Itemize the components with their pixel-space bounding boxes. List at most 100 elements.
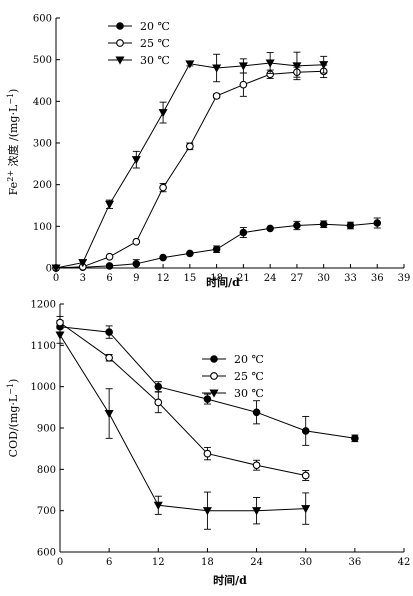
chart1-series-1-point: [239, 228, 248, 237]
chart1-x-tick-label: 33: [344, 273, 357, 284]
chart1-series-3-point: [292, 62, 302, 71]
chart2-y-tick-label: 600: [37, 548, 56, 559]
chart2-x-tick-label: 6: [106, 557, 112, 568]
chart1-x-tick-label: 30: [317, 273, 330, 284]
chart2-series-1-point: [301, 427, 310, 435]
chart2-series-2-point: [154, 398, 163, 407]
chart2-y-tick-label: 900: [37, 424, 56, 435]
chart1-y-label-part: 浓度 /(mg·L: [6, 104, 20, 170]
chart1-series-3-point: [185, 60, 195, 69]
chart2-series-1-point: [252, 408, 261, 417]
chart1-series-2-point: [132, 237, 141, 246]
chart1-series-3-point: [78, 259, 88, 268]
chart1-x-tick-label: 3: [80, 273, 86, 284]
chart1-series-3-point: [131, 156, 141, 165]
chart1-series-1-point: [346, 221, 355, 230]
chart1-series-2-point: [105, 252, 114, 261]
chart2-axes: [59, 304, 404, 553]
chart1-x-tick-label: 9: [133, 273, 139, 284]
chart1-y-label-part: −1: [6, 93, 15, 105]
chart1-ticks: 0 3 6 9 12 15 18 21 24 27 30 33 36 390100200300400500…: [33, 14, 410, 285]
chart1-y-label-part: ): [7, 89, 20, 93]
chart1-x-axis-label: 时间/d: [206, 275, 240, 289]
chart2-series-1-point: [105, 328, 113, 336]
chart2-legend-marker: [209, 389, 219, 398]
chart1-series-3-point: [105, 200, 115, 209]
chart1-y-tick-label: 300: [33, 139, 52, 150]
chart2-series-2-line: [59, 322, 306, 476]
chart1-series-1-point: [212, 245, 221, 254]
chart1-series-1-point: [132, 260, 141, 268]
cod-chart: 0 6 12 18 24 30 36 42 600 700 800 900 1000 1100 1200 2…: [6, 300, 411, 588]
chart2-y-tick-label: 1000: [31, 382, 56, 393]
chart1-series-1-point: [186, 249, 194, 258]
chart2-series-1-line: [59, 326, 355, 439]
chart1-x-tick-label: 6: [106, 273, 112, 284]
chart2-y-axis-label: COD/(mg·L−1): [6, 379, 20, 458]
chart1-series: [51, 51, 382, 273]
chart1-legend-label: 25 ℃: [140, 37, 170, 50]
chart2-y-tick-label: 800: [37, 465, 56, 476]
chart2-y-tick-label: 1200: [31, 300, 56, 311]
chart2-x-tick-label: 12: [152, 557, 165, 568]
chart2-legend-marker: [210, 355, 218, 363]
chart1-y-tick-label: 100: [33, 222, 52, 233]
chart2-series-2-point: [56, 318, 64, 327]
chart2-y-label-part: ): [7, 379, 20, 383]
chart1-x-tick-label: 0: [53, 273, 59, 284]
chart1-series-1-point: [266, 224, 274, 233]
chart1-series-1-point: [293, 221, 301, 230]
chart2-legend: 20 ℃ 25 ℃ 30 ℃: [202, 353, 264, 400]
chart1-x-tick-label: 18: [210, 273, 223, 284]
chart1-x-tick-label: 24: [264, 273, 277, 284]
chart1-series-3-point: [238, 62, 248, 71]
chart1-y-label-part: 2+: [6, 170, 15, 182]
chart2-legend-label: 20 ℃: [234, 353, 264, 366]
chart1-legend-marker: [115, 56, 125, 65]
chart1-series-2-line: [55, 70, 324, 269]
chart2-series-2-point: [203, 449, 212, 458]
chart1-series-2-point: [212, 92, 221, 100]
chart2-y-tick-label: 1100: [31, 341, 56, 352]
chart2-series-2-point: [252, 461, 261, 470]
chart2-legend-marker: [210, 372, 218, 380]
chart1-x-tick-label: 36: [371, 273, 384, 284]
chart1-legend: 20 ℃ 25 ℃ 30 ℃: [108, 20, 170, 67]
chart2-series-1-point: [203, 395, 212, 403]
chart2-x-axis-label: 时间/d: [213, 573, 247, 587]
chart1-y-label-part: Fe: [7, 182, 20, 196]
chart1-y-axis-label: Fe2+ 浓度 /(mg·L−1): [6, 89, 20, 196]
chart2-series-2-point: [105, 353, 113, 362]
chart1-legend-label: 30 ℃: [140, 54, 170, 67]
chart2-x-tick-label: 18: [201, 557, 214, 568]
chart2-x-tick-label: 36: [348, 557, 361, 568]
chart1-series-1-point: [105, 262, 114, 270]
chart2-x-tick-label: 42: [398, 557, 411, 568]
chart2-series-3-point: [202, 507, 212, 516]
chart1-x-tick-label: 21: [237, 273, 250, 284]
chart2-series-3-point: [104, 410, 114, 419]
chart1-y-tick-label: 500: [33, 55, 52, 66]
chart1-y-tick-label: 600: [33, 14, 52, 25]
chart1-y-tick-label: 0: [46, 264, 52, 275]
chart1-series-1-point: [159, 253, 167, 262]
chart2-series-3-line: [59, 334, 306, 512]
chart2-x-tick-label: 0: [57, 557, 63, 568]
chart1-series-2-point: [159, 183, 167, 192]
chart1-x-tick-label: 27: [291, 273, 304, 284]
chart2-series-1-point: [351, 434, 359, 443]
chart2-series-2-point: [301, 471, 310, 480]
chart2-legend-label: 25 ℃: [234, 370, 264, 383]
chart1-x-tick-label: 12: [157, 273, 170, 284]
chart1-legend-marker: [116, 22, 124, 30]
chart1-series-2-point: [239, 80, 248, 89]
chart1-series-2-point: [185, 142, 194, 151]
chart1-y-tick-label: 400: [33, 97, 52, 108]
chart1-y-tick-label: 200: [33, 180, 52, 191]
chart1-legend-marker: [116, 39, 124, 47]
chart2-series: [55, 315, 359, 530]
chart1-series-3-point: [158, 109, 168, 118]
chart2-legend-label: 30 ℃: [234, 387, 264, 400]
chart2-series-3-point: [153, 501, 163, 510]
chart2-y-label-part: COD/(mg·L: [7, 394, 20, 457]
